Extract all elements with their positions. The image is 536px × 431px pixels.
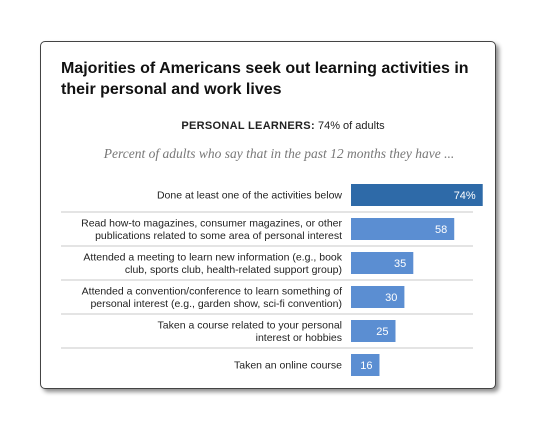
category-label: Attended a meeting to learn new informat… [83,251,342,263]
category-label: Done at least one of the activities belo… [157,190,342,202]
data-label: 25 [376,326,388,338]
bar-chart: Done at least one of the activities belo… [41,42,495,388]
data-label: 58 [435,224,447,236]
category-label: interest or hobbies [256,332,342,344]
category-label: Read how-to magazines, consumer magazine… [81,217,342,229]
category-label: club, sports club, health-related suppor… [125,264,342,276]
category-label: Taken a course related to your personal [158,319,342,331]
category-label: Attended a convention/conference to lear… [82,285,342,297]
bar [351,320,396,342]
chart-card: Majorities of Americans seek out learnin… [40,41,496,389]
data-label: 35 [394,258,406,270]
data-label: 30 [385,292,397,304]
data-label: 16 [360,360,372,372]
data-label: 74% [454,190,476,202]
category-label: publications related to some area of per… [95,230,342,242]
category-label: Taken an online course [234,360,342,372]
category-label: personal interest (e.g., garden show, sc… [90,298,342,310]
